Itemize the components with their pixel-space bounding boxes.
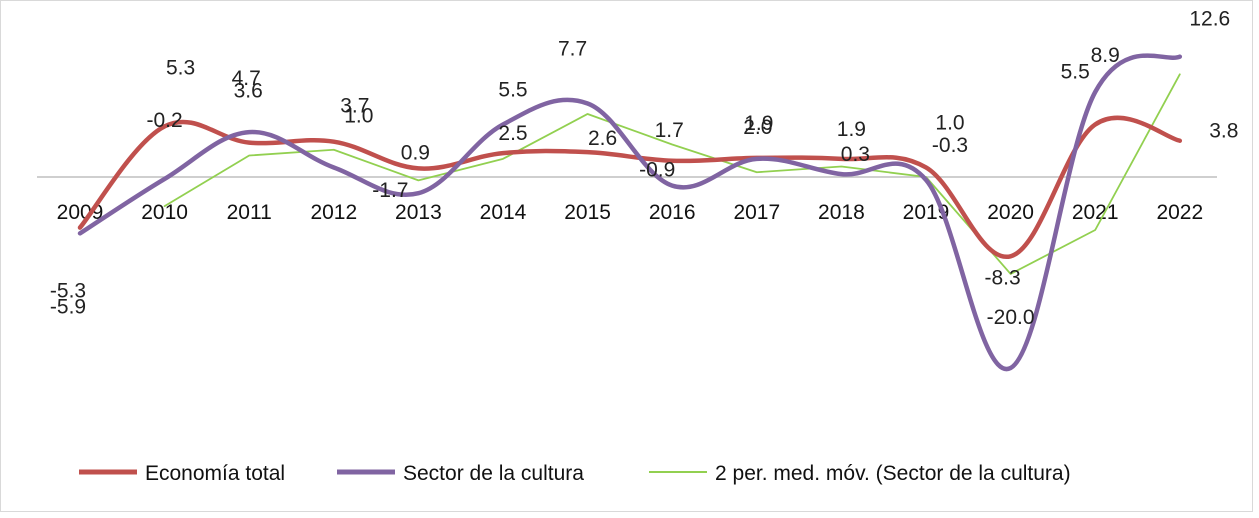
x-tick-labels: 2009 2010 2011 2012 2013 2014 2015 2016 2017 2018…: [57, 201, 1204, 224]
x-tick-label: 2015: [564, 201, 611, 224]
x-tick-label: 2009: [57, 201, 104, 224]
data-label-series-1: 3.7: [340, 95, 369, 118]
series-lines: [77, 53, 1183, 372]
data-label-series-2: 8.9: [1091, 44, 1120, 67]
data-label-series-2: -0.2: [147, 109, 183, 132]
series-line-3: [163, 73, 1181, 275]
legend-label: Economía total: [145, 462, 285, 485]
data-label-series-1: 3.6: [234, 80, 263, 103]
data-label-series-2: 5.5: [498, 78, 527, 101]
data-labels: -5.35.33.63.70.92.5 2.6 1.7 2.0 1.9 1.0-8.35.…: [50, 8, 1238, 329]
data-label-series-1: 5.3: [166, 56, 195, 79]
data-label-series-2: -0.3: [932, 134, 968, 157]
x-tick-label: 2014: [480, 201, 527, 224]
x-tick-label: 2011: [227, 201, 272, 224]
data-label-series-2: 0.3: [841, 143, 870, 166]
x-tick-label: 2010: [141, 201, 188, 224]
data-label-series-2: -20.0: [987, 306, 1035, 329]
series-line-1: [77, 115, 1183, 259]
x-tick-label: 2022: [1156, 201, 1203, 224]
x-tick-label: 2013: [395, 201, 442, 224]
x-tick-label: 2016: [649, 201, 696, 224]
data-label-series-2: -5.9: [50, 295, 86, 318]
data-label-series-2: 7.7: [558, 37, 587, 60]
data-label-series-2: 4.7: [232, 67, 261, 90]
data-label-series-1: 3.8: [1209, 120, 1238, 143]
data-label-series-2: -1.7: [372, 179, 408, 202]
data-label-series-1: 5.5: [1061, 60, 1090, 83]
data-label-series-2: -0.9: [639, 159, 675, 182]
data-label-series-2: 1.0: [344, 104, 373, 127]
data-label-series-1: 1.0: [935, 111, 964, 134]
x-tick-label: 2019: [903, 201, 950, 224]
data-label-series-1: 2.6: [588, 127, 617, 150]
data-label-series-1: -5.3: [50, 280, 86, 303]
data-label-series-2: 1.9: [744, 112, 773, 135]
series-line-2: [77, 53, 1183, 372]
data-label-series-1: 2.0: [743, 116, 772, 139]
x-tick-label: 2018: [818, 201, 865, 224]
legend-label: 2 per. med. móv. (Sector de la cultura): [715, 462, 1071, 485]
legend-label: Sector de la cultura: [403, 462, 584, 485]
data-label-series-1: 2.5: [498, 122, 527, 145]
legend: Economía total Sector de la cultura 2 per.…: [79, 462, 1071, 485]
x-tick-label: 2017: [733, 201, 780, 224]
x-tick-label: 2020: [987, 201, 1034, 224]
data-label-series-1: -8.3: [985, 266, 1021, 289]
data-label-series-1: 1.7: [655, 119, 684, 142]
x-tick-label: 2012: [310, 201, 357, 224]
x-tick-label: 2021: [1072, 201, 1119, 224]
line-chart: 2009 2010 2011 2012 2013 2014 2015 2016 2017 2018…: [37, 8, 1238, 485]
data-label-series-1: 0.9: [401, 141, 430, 164]
data-label-series-2: 12.6: [1189, 8, 1230, 31]
data-label-series-1: 1.9: [837, 118, 866, 141]
